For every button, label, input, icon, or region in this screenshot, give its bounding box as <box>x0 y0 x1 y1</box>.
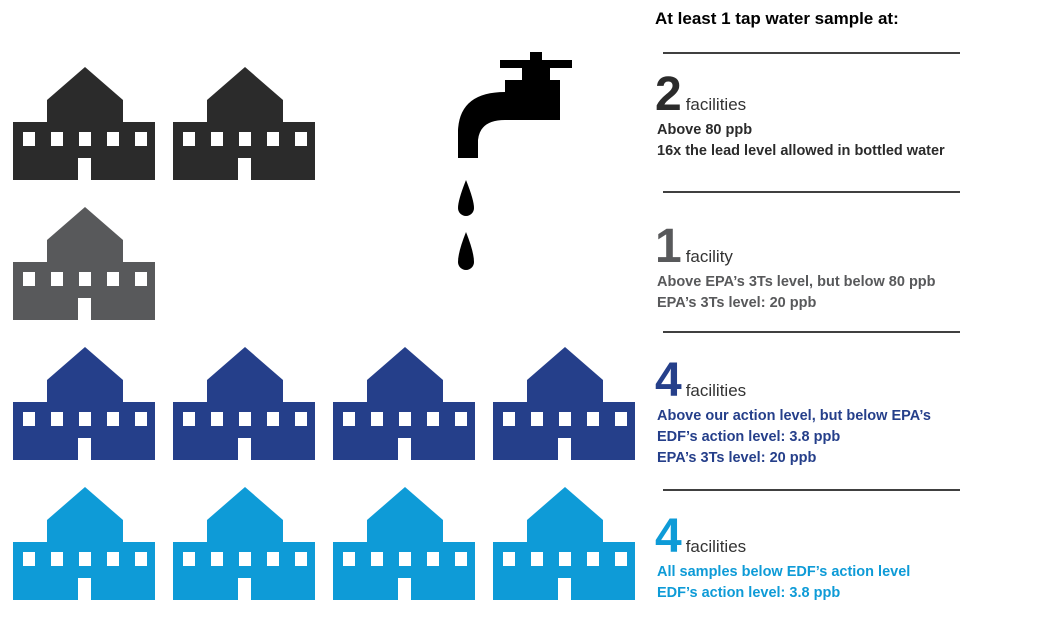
count: 4 <box>655 510 682 563</box>
count-line: 4 facilities <box>655 354 746 407</box>
count-line: 1 facility <box>655 220 733 273</box>
title: At least 1 tap water sample at: <box>655 9 899 28</box>
building-icon <box>333 487 475 600</box>
count-line: 2 facilities <box>655 68 746 121</box>
description: Above 80 ppb <box>657 122 752 138</box>
description: All samples below EDF’s action level <box>657 564 910 580</box>
description: Above EPA’s 3Ts level, but below 80 ppb <box>657 274 936 290</box>
building-icon <box>333 347 475 460</box>
unit: facilities <box>686 95 746 114</box>
count: 4 <box>655 354 682 407</box>
building-icon <box>173 347 315 460</box>
description: EPA’s 3Ts level: 20 ppb <box>657 450 816 466</box>
count: 1 <box>655 220 682 273</box>
building-icon <box>13 347 155 460</box>
count-line: 4 facilities <box>655 510 746 563</box>
building-icon <box>173 487 315 600</box>
description: Above our action level, but below EPA’s <box>657 408 931 424</box>
building-icon <box>493 347 635 460</box>
building-icon <box>13 207 155 320</box>
description: EDF’s action level: 3.8 ppb <box>657 585 840 601</box>
building-icon <box>493 487 635 600</box>
building-icon <box>13 67 155 180</box>
description: EDF’s action level: 3.8 ppb <box>657 429 840 445</box>
description: 16x the lead level allowed in bottled wa… <box>657 143 945 159</box>
tap-icon <box>458 52 572 270</box>
count: 2 <box>655 68 682 121</box>
unit: facility <box>686 247 734 266</box>
building-icon <box>173 67 315 180</box>
description: EPA’s 3Ts level: 20 ppb <box>657 295 816 311</box>
building-icon <box>13 487 155 600</box>
unit: facilities <box>686 537 746 556</box>
unit: facilities <box>686 381 746 400</box>
